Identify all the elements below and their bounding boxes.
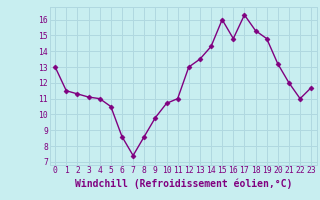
X-axis label: Windchill (Refroidissement éolien,°C): Windchill (Refroidissement éolien,°C): [75, 178, 292, 189]
